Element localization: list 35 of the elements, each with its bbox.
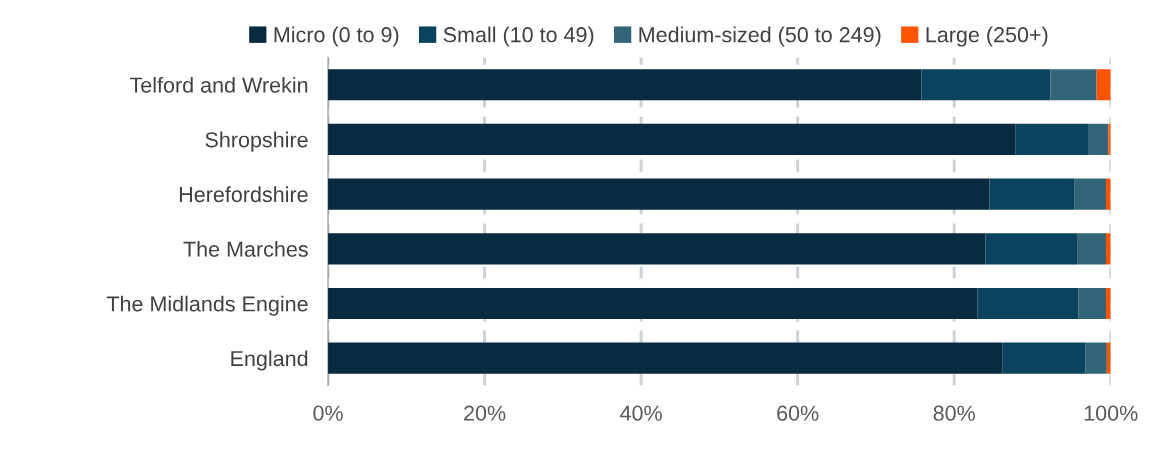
x-tick-label: 40% [620, 405, 662, 421]
bar [921, 69, 1051, 101]
y-tick-label: Herefordshire [179, 186, 308, 203]
x-tick-label: 80% [933, 405, 975, 421]
bar [989, 178, 1075, 210]
bar [1096, 69, 1111, 101]
bar [1085, 342, 1107, 374]
bar [328, 178, 990, 210]
bar [1002, 342, 1086, 374]
y-tick-label: The Midlands Engine [106, 295, 308, 316]
legend-label: Medium-sized (50 to 249) [639, 26, 881, 47]
bar [1078, 287, 1107, 320]
legend-label: Micro (0 to 9) [274, 26, 399, 47]
legend-label: Small (10 to 49) [443, 26, 594, 47]
bar [328, 287, 978, 320]
bar [1077, 233, 1107, 265]
bar [328, 69, 922, 101]
bar [328, 233, 986, 265]
y-tick-label: England [231, 350, 308, 371]
bar [1074, 178, 1107, 210]
y-tick-label: Telford and Wrekin [130, 76, 308, 93]
x-tick-label: 0% [313, 405, 343, 421]
y-tick-label: Shropshire [205, 131, 308, 152]
x-tick-label: 20% [464, 405, 506, 421]
x-tick-label: 60% [777, 405, 819, 421]
bar [977, 287, 1079, 320]
bar [1088, 123, 1109, 156]
y-tick-label: The Marches [183, 241, 308, 257]
legend-label: Large (250+) [926, 26, 1048, 47]
bar [328, 123, 1016, 156]
x-tick-label: 100% [1084, 405, 1138, 421]
bar [1015, 123, 1089, 156]
bar [1050, 69, 1097, 101]
bar [328, 342, 1003, 374]
bar [985, 233, 1078, 265]
